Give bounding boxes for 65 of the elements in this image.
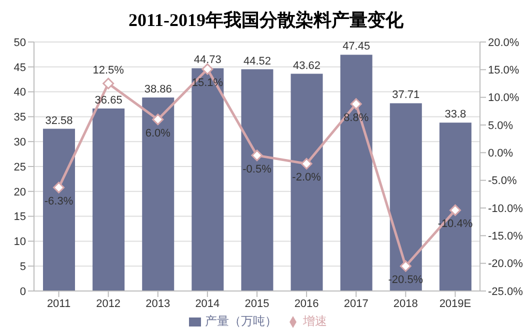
bar <box>390 103 422 291</box>
x-tick-label: 2011 <box>46 298 71 310</box>
bar <box>241 69 274 291</box>
data-label: 6.0% <box>145 127 171 140</box>
x-tick-label: 2019E <box>439 298 472 310</box>
point <box>251 150 263 162</box>
data-label: 44.52 <box>243 55 271 68</box>
y-tick-label: 5 <box>20 261 26 274</box>
bar <box>43 128 75 291</box>
y-tick-label: 40 <box>14 86 26 99</box>
x-tick-label: 2013 <box>146 298 170 310</box>
y-tick-label: 25 <box>14 161 26 174</box>
y2-tick-label: -20.0% <box>488 258 524 270</box>
data-label: -2.0% <box>292 172 322 184</box>
x-tick-label: 2014 <box>195 298 220 310</box>
data-label: 33.8 <box>444 108 466 121</box>
legend-label: 增速 <box>303 314 327 328</box>
data-label: 37.71 <box>392 89 420 102</box>
bar <box>340 54 372 291</box>
x-tick-label: 2017 <box>344 298 368 310</box>
bar <box>92 108 125 291</box>
x-tick-label: 2018 <box>393 298 418 310</box>
x-tick-label: 2012 <box>96 298 121 310</box>
y-tick-label: 45 <box>14 62 26 74</box>
y2-tick-label: -5.0% <box>488 175 517 188</box>
y-tick-label: 50 <box>14 36 26 49</box>
y-tick-label: 0 <box>20 286 26 298</box>
y2-tick-label: -10.0% <box>488 202 524 215</box>
point <box>202 63 214 75</box>
point <box>350 98 362 110</box>
point <box>400 260 412 272</box>
y2-tick-label: 0.0% <box>488 148 514 160</box>
data-label: 43.62 <box>293 60 321 72</box>
data-label: 44.73 <box>194 54 222 66</box>
bar <box>439 122 472 291</box>
point <box>300 158 312 170</box>
y-tick-label: 30 <box>14 136 26 149</box>
point <box>449 204 461 216</box>
y-tick-label: 20 <box>14 186 26 198</box>
bar <box>142 97 174 291</box>
y2-tick-label: 20.0% <box>488 36 520 49</box>
y2-tick-label: -25.0% <box>488 286 524 298</box>
legend-label: 产量（万吨） <box>205 314 277 328</box>
x-tick-label: 2015 <box>244 298 270 310</box>
data-label: 32.58 <box>45 114 73 127</box>
bar <box>290 74 323 291</box>
bar <box>192 68 224 291</box>
x-tick-label: 2016 <box>294 298 319 310</box>
data-label: 12.5% <box>92 64 124 76</box>
data-label: 47.45 <box>342 40 370 53</box>
point <box>53 182 65 194</box>
y2-tick-label: -15.0% <box>488 230 524 243</box>
point <box>152 114 164 126</box>
point <box>102 78 114 90</box>
y-tick-label: 10 <box>14 236 26 248</box>
y2-tick-label: 15.0% <box>488 64 520 77</box>
data-label: -0.5% <box>242 163 272 176</box>
data-label: 38.86 <box>144 83 172 96</box>
chart-title: 2011-2019年我国分散染料产量变化 <box>127 9 404 32</box>
y-tick-label: 15 <box>14 211 26 224</box>
y-tick-label: 35 <box>14 112 26 124</box>
data-label: -6.3% <box>44 196 74 208</box>
y2-tick-label: 10.0% <box>488 92 520 104</box>
y2-tick-label: 5.0% <box>488 120 514 132</box>
data-label: 36.65 <box>94 94 122 106</box>
